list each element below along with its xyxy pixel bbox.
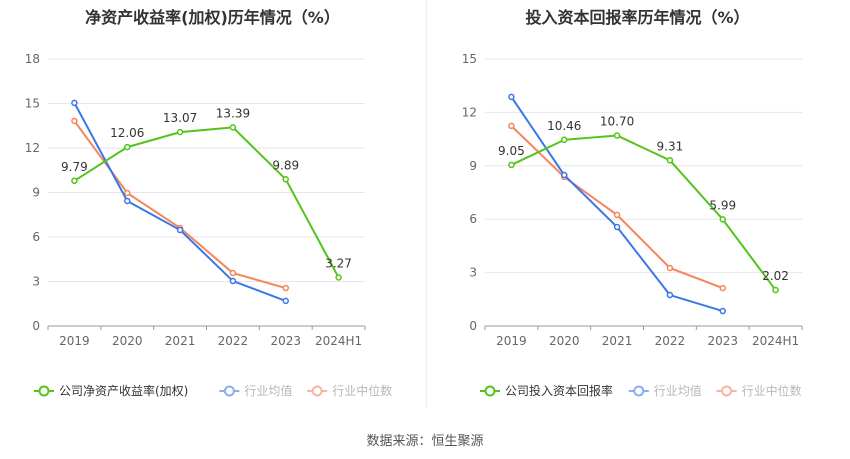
x-tick-label: 2021: [602, 334, 633, 348]
data-point: [561, 136, 568, 144]
legend-marker-icon: [311, 385, 323, 397]
legend-label: 行业中位数: [332, 383, 392, 398]
data-label: 10.46: [547, 119, 581, 133]
data-label: 13.39: [216, 106, 250, 120]
x-tick-label: 2023: [707, 334, 738, 348]
divider: [426, 0, 427, 408]
legend-item: 行业均值: [628, 383, 702, 398]
data-point: [666, 291, 674, 299]
legend-item: 公司投入资本回报率: [480, 383, 613, 398]
legend-label: 公司净资产收益率(加权): [59, 383, 188, 398]
y-tick-label: 15: [462, 52, 477, 66]
data-point: [71, 99, 78, 107]
data-point: [335, 274, 342, 281]
legend-item: 行业中位数: [307, 383, 392, 398]
data-point: [613, 211, 621, 219]
x-tick-label: 2019: [496, 334, 527, 348]
data-point: [508, 161, 515, 169]
data-label: 5.99: [709, 198, 736, 212]
data-point: [282, 284, 289, 292]
legend-marker-icon: [633, 385, 645, 397]
data-point: [124, 197, 131, 205]
y-tick-label: 6: [469, 212, 477, 226]
legend-item: 行业中位数: [716, 383, 802, 398]
y-tick-label: 15: [25, 97, 40, 111]
y-tick-label: 12: [462, 105, 477, 119]
legend-marker-icon: [721, 385, 733, 397]
x-tick-label: 2020: [112, 334, 143, 348]
data-label: 13.07: [163, 111, 197, 125]
legend-marker-icon: [223, 385, 235, 397]
data-point: [124, 189, 131, 197]
y-tick-label: 3: [32, 275, 40, 289]
data-point: [71, 117, 78, 125]
series-line: [510, 134, 777, 291]
legend-label: 行业均值: [654, 383, 702, 398]
legend-label: 公司投入资本回报率: [505, 383, 613, 398]
y-tick-label: 0: [469, 319, 477, 333]
x-tick-label: 2019: [59, 334, 90, 348]
data-point: [719, 307, 726, 315]
data-label: 9.89: [272, 158, 299, 172]
data-point: [229, 124, 237, 131]
data-point: [508, 122, 515, 130]
data-point: [229, 277, 237, 285]
data-point: [772, 286, 779, 294]
data-point: [508, 93, 515, 101]
data-source: 数据来源：恒生聚源: [366, 434, 484, 449]
x-tick-label: 2022: [218, 334, 249, 348]
data-point: [666, 157, 674, 164]
chart-title-roe: 净资产收益率(加权)历年情况（%）: [85, 8, 340, 27]
legend-marker-icon: [484, 385, 496, 397]
data-label: 12.06: [110, 126, 144, 140]
y-tick-label: 9: [469, 159, 477, 173]
data-point: [613, 223, 621, 231]
x-tick-label: 2022: [655, 334, 686, 348]
data-point: [719, 216, 726, 223]
x-tick-label: 2024H1: [752, 334, 799, 348]
x-tick-label: 2021: [165, 334, 196, 348]
legend-item: 公司净资产收益率(加权): [34, 383, 188, 398]
y-tick-label: 0: [32, 319, 40, 333]
data-point: [176, 226, 184, 234]
data-label: 10.70: [600, 115, 634, 129]
data-label: 2.02: [762, 269, 789, 283]
y-tick-label: 9: [32, 186, 40, 200]
x-tick-label: 2023: [270, 334, 301, 348]
chart-title-roic: 投入资本回报率历年情况（%）: [525, 8, 750, 27]
data-point: [229, 269, 237, 277]
y-tick-label: 6: [32, 230, 40, 244]
y-tick-label: 3: [469, 266, 477, 280]
data-point: [124, 143, 131, 151]
data-point: [282, 176, 289, 183]
data-point: [613, 132, 621, 139]
series-line: [73, 126, 340, 278]
data-label: 9.31: [657, 139, 684, 153]
legend-label: 行业中位数: [742, 383, 802, 398]
legend-marker-icon: [38, 385, 50, 397]
series-line: [73, 120, 287, 289]
x-tick-label: 2020: [549, 334, 580, 348]
y-tick-label: 12: [25, 141, 40, 155]
data-label: 3.27: [325, 256, 352, 270]
series-line: [510, 96, 724, 313]
x-tick-label: 2024H1: [315, 334, 362, 348]
data-point: [666, 264, 674, 272]
legend-label: 行业均值: [244, 383, 292, 398]
data-label: 9.79: [61, 160, 88, 174]
data-point: [71, 177, 78, 185]
data-point: [719, 284, 726, 292]
data-point: [176, 128, 184, 136]
data-point: [282, 297, 289, 305]
data-point: [561, 171, 568, 179]
legend-item: 行业均值: [219, 383, 292, 398]
y-tick-label: 18: [25, 52, 40, 66]
data-label: 9.05: [498, 144, 525, 158]
